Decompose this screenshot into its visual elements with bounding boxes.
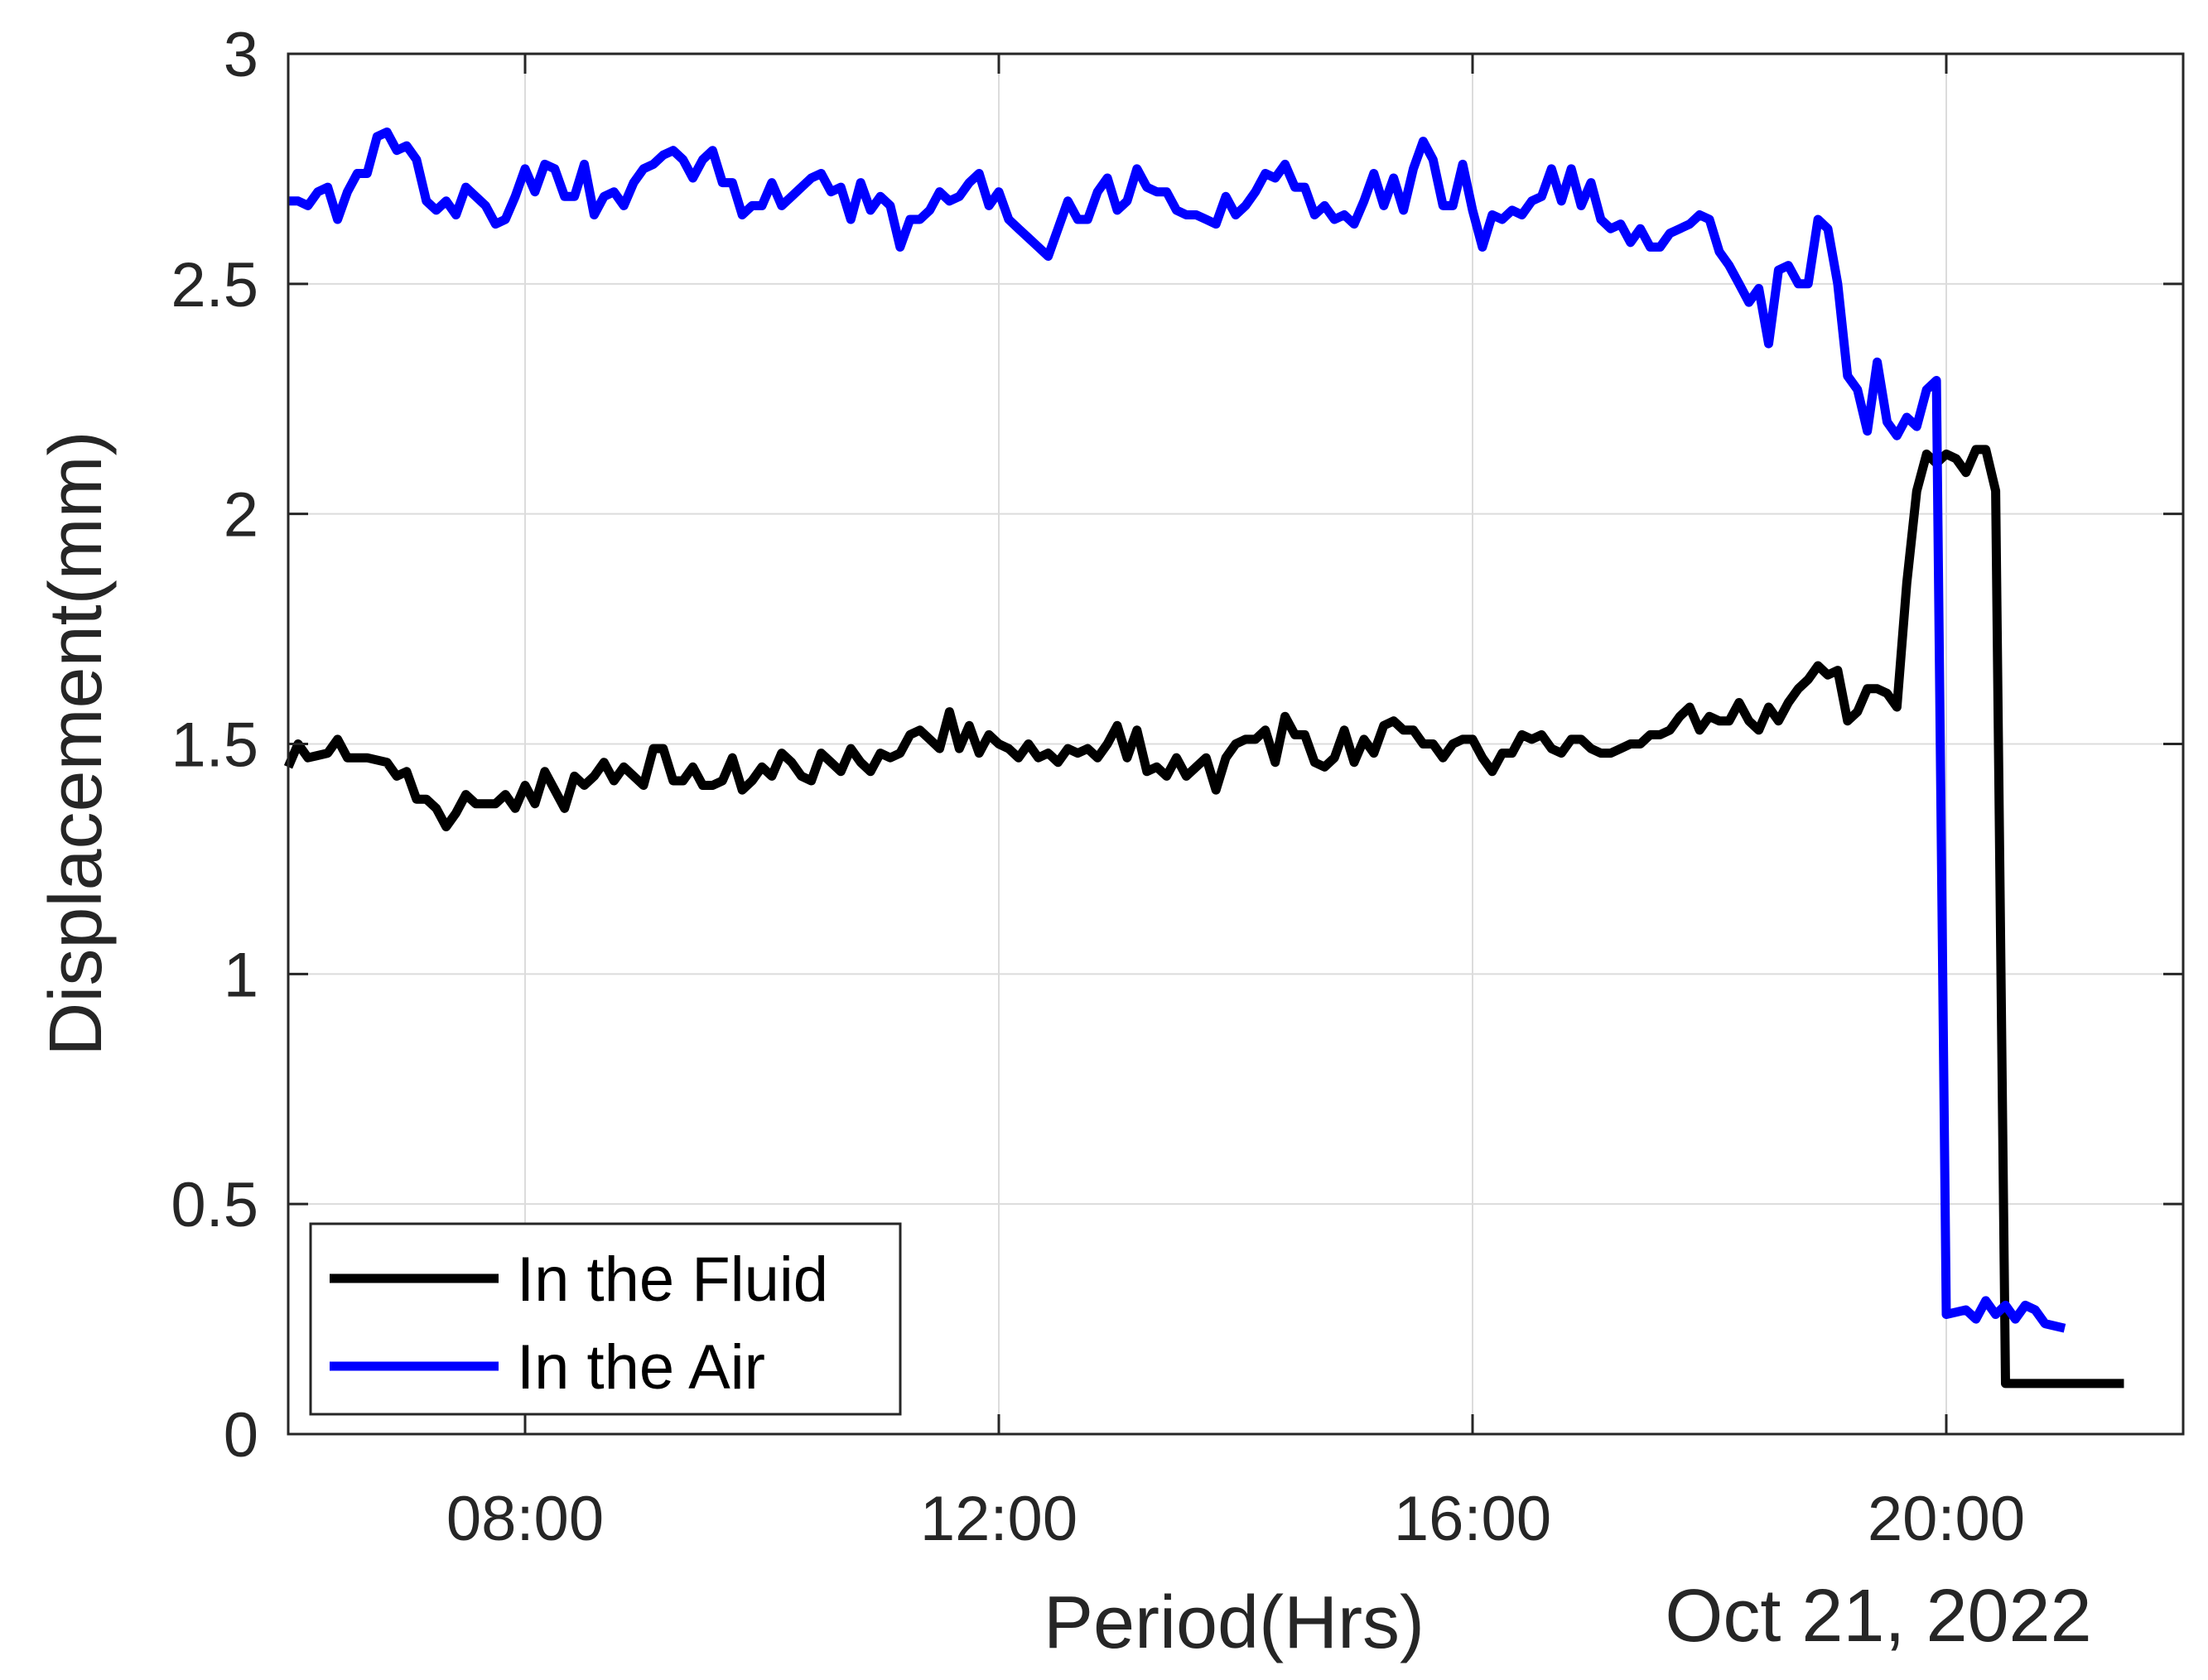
y-tick-label-6: 3	[224, 20, 258, 90]
legend: In the Fluid In the Air	[309, 1222, 902, 1416]
y-tick-label-5: 2.5	[171, 250, 258, 320]
y-tick-label-3: 1.5	[171, 710, 258, 781]
series-line-1	[288, 128, 2066, 1333]
series-line-0	[283, 445, 2124, 1389]
x-tick-label-1: 12:00	[920, 1484, 1077, 1554]
series-layer	[283, 128, 2124, 1389]
y-tick-label-0: 0	[224, 1400, 258, 1471]
x-tick-label-2: 16:00	[1394, 1484, 1551, 1554]
x-tick-label-3: 20:00	[1868, 1484, 2025, 1554]
y-axis-label: Displacement(mm)	[35, 431, 118, 1056]
x-tick-label-0: 08:00	[446, 1484, 604, 1554]
legend-label-fluid: In the Fluid	[517, 1244, 828, 1315]
tick-marks	[288, 52, 2183, 1436]
tick-labels: 08:00 12:00 16:00 20:00 0 0.5 1 1.5 2 2.5 3	[171, 20, 2025, 1554]
date-label: Oct 21, 2022	[1665, 1575, 2091, 1658]
y-tick-label-4: 2	[224, 480, 258, 551]
legend-label-air: In the Air	[517, 1332, 765, 1403]
x-axis-label: Period(Hrs)	[1044, 1581, 1425, 1664]
legend-box	[309, 1222, 902, 1416]
y-tick-label-1: 0.5	[171, 1170, 258, 1240]
y-tick-label-2: 1	[224, 940, 258, 1010]
